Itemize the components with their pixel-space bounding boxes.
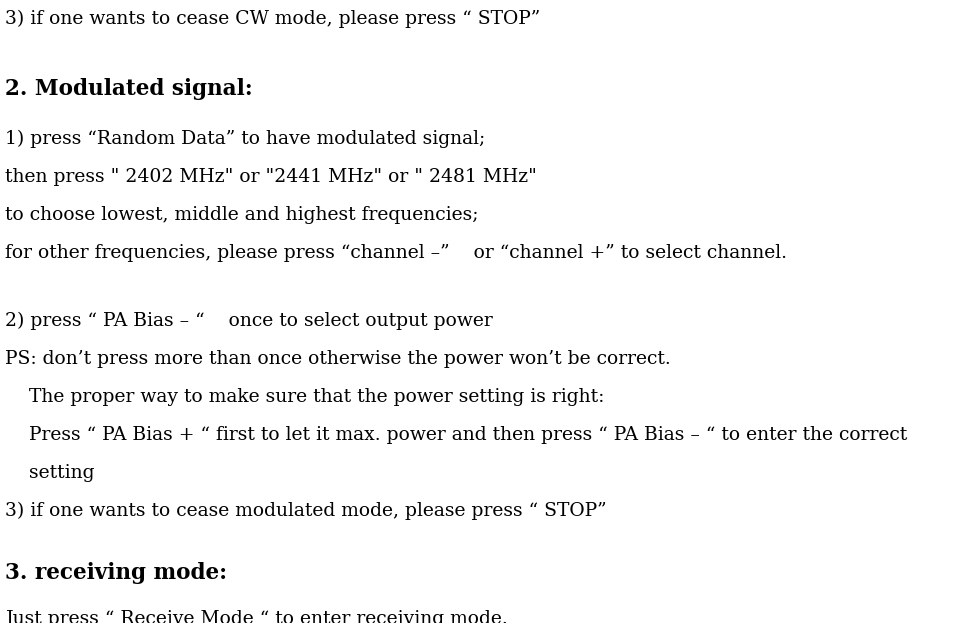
Text: then press " 2402 MHz" or "2441 MHz" or " 2481 MHz": then press " 2402 MHz" or "2441 MHz" or … bbox=[5, 168, 537, 186]
Text: 3. receiving mode:: 3. receiving mode: bbox=[5, 562, 228, 584]
Text: 1) press “Random Data” to have modulated signal;: 1) press “Random Data” to have modulated… bbox=[5, 130, 485, 148]
Text: PS: don’t press more than once otherwise the power won’t be correct.: PS: don’t press more than once otherwise… bbox=[5, 350, 671, 368]
Text: 2) press “ PA Bias – “    once to select output power: 2) press “ PA Bias – “ once to select ou… bbox=[5, 312, 492, 330]
Text: 3) if one wants to cease CW mode, please press “ STOP”: 3) if one wants to cease CW mode, please… bbox=[5, 10, 540, 28]
Text: to choose lowest, middle and highest frequencies;: to choose lowest, middle and highest fre… bbox=[5, 206, 478, 224]
Text: setting: setting bbox=[5, 464, 94, 482]
Text: 3) if one wants to cease modulated mode, please press “ STOP”: 3) if one wants to cease modulated mode,… bbox=[5, 502, 607, 520]
Text: Just press “ Receive Mode “ to enter receiving mode.: Just press “ Receive Mode “ to enter rec… bbox=[5, 610, 508, 623]
Text: for other frequencies, please press “channel –”    or “channel +” to select chan: for other frequencies, please press “cha… bbox=[5, 244, 787, 262]
Text: The proper way to make sure that the power setting is right:: The proper way to make sure that the pow… bbox=[5, 388, 605, 406]
Text: 2. Modulated signal:: 2. Modulated signal: bbox=[5, 78, 252, 100]
Text: Press “ PA Bias + “ first to let it max. power and then press “ PA Bias – “ to e: Press “ PA Bias + “ first to let it max.… bbox=[5, 426, 907, 444]
